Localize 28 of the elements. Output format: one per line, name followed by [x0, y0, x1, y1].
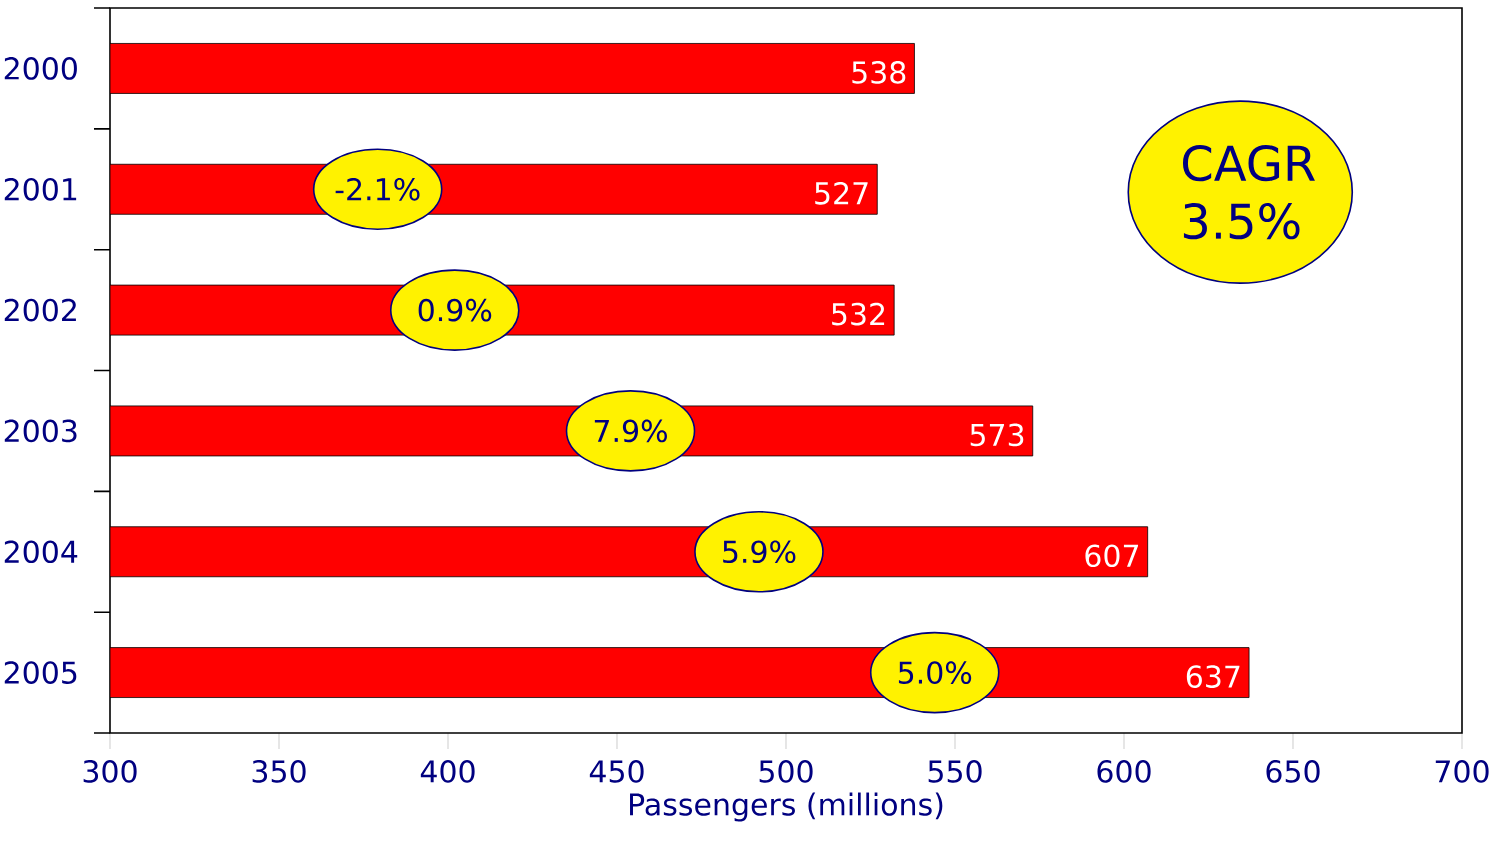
data-label: 607: [1085, 544, 1139, 568]
x-tick-label: 650: [1266, 760, 1320, 783]
annotation: 5.0%: [898, 661, 972, 684]
x-tick-label: 300: [83, 760, 137, 783]
x-tick-label: 400: [420, 760, 475, 783]
y-tick-label: 2004: [4, 540, 78, 564]
annotation: -2.1%: [335, 177, 420, 201]
y-tick-label: 2001: [4, 177, 77, 201]
y-tick-label: 2002: [4, 298, 76, 322]
x-tick-label: 700: [1435, 760, 1489, 783]
x-tick-label: 550: [928, 760, 982, 783]
annotation: 5.9%: [723, 540, 796, 564]
y-tick-label: 2003: [4, 419, 77, 443]
x-axis-title: Passengers (millions): [630, 792, 943, 822]
data-label: 573: [970, 423, 1024, 447]
data-label: 527: [815, 181, 868, 205]
y-tick-label: 2005: [4, 661, 77, 684]
x-tick-label: 350: [252, 760, 306, 783]
x-tick-label: 500: [759, 760, 813, 783]
data-label: 637: [1186, 665, 1240, 688]
data-label: 532: [832, 302, 885, 326]
x-tick-label: 450: [589, 760, 644, 783]
x-tick-label: 600: [1097, 760, 1151, 783]
annotation: 7.9%: [594, 419, 667, 443]
annotation: CAGR 3.5%: [1182, 145, 1315, 240]
y-tick-label: 2000: [4, 57, 77, 80]
annotation: 0.9%: [418, 298, 492, 322]
data-label: 538: [852, 61, 906, 84]
